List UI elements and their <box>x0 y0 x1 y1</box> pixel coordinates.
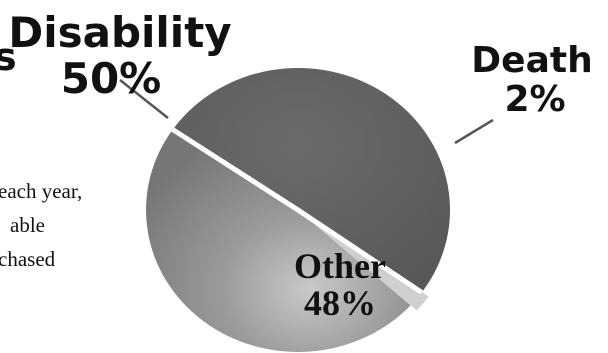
label-death-value: 2% <box>504 79 565 120</box>
label-other-value: 48% <box>304 283 376 323</box>
pie-slice-death <box>304 214 429 311</box>
slice-separator <box>171 127 424 295</box>
pie-slice-other <box>146 128 411 352</box>
body-line-3: chased <box>0 247 56 271</box>
leader-line-disability <box>119 79 169 119</box>
pie-slice-disability <box>173 67 451 292</box>
label-disability-name: Disability <box>8 8 231 57</box>
body-line-2: able <box>10 213 45 237</box>
label-death-name: Death <box>471 40 592 81</box>
label-other-name: Other <box>294 246 386 286</box>
body-line-1: each year, <box>0 179 82 203</box>
leader-line-death <box>454 118 494 145</box>
title-fragment: s <box>0 35 17 79</box>
label-disability-value: 50% <box>61 54 162 103</box>
